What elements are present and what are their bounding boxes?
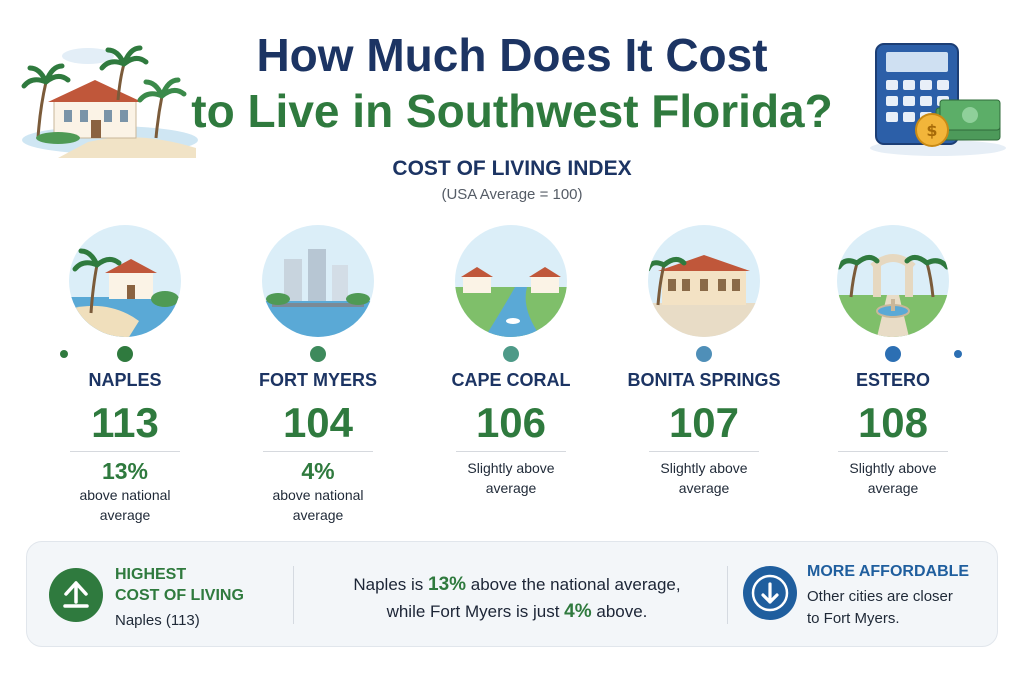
city-name: CAPE CORAL — [451, 370, 571, 390]
city-note: above national average — [79, 487, 171, 523]
cape-coral-illustration — [455, 225, 567, 337]
city-index-value: 106 — [475, 399, 547, 446]
city-column-cape-coral: CAPE CORAL 106 Slightly above average — [411, 370, 611, 498]
timeline-marker-bonita-springs — [696, 346, 712, 362]
city-index-value: 107 — [668, 399, 740, 446]
highest-cost-detail: Naples (113) — [115, 612, 200, 629]
summary-pct-naples: 13% — [428, 574, 467, 595]
beach-villa-illustration — [18, 38, 198, 158]
arrow-down-icon — [743, 566, 797, 620]
bonita-springs-illustration — [648, 225, 760, 337]
index-subtitle: (USA Average = 100) — [441, 186, 583, 203]
city-name: FORT MYERS — [258, 370, 377, 390]
summary-line-1: Naples is 13% above the national average… — [307, 571, 727, 598]
city-column-fort-myers: FORT MYERS 104 4% above national average — [218, 370, 418, 525]
city-index-value: 104 — [282, 399, 354, 446]
more-affordable-detail: Other cities are closer to Fort Myers. — [807, 586, 953, 630]
city-name: BONITA SPRINGS — [627, 370, 781, 390]
highest-title-line-1: HIGHEST — [115, 566, 187, 583]
summary-line-2: while Fort Myers is just 4% above. — [307, 598, 727, 625]
highest-title-line-2: COST OF LIVING — [115, 587, 244, 604]
main-title-line-1: How Much Does It Cost — [256, 29, 768, 81]
city-name: ESTERO — [855, 370, 930, 390]
city-index-value: 113 — [91, 399, 159, 446]
city-note: above national average — [272, 487, 364, 523]
timeline — [60, 346, 962, 362]
estero-illustration — [837, 225, 949, 337]
affordable-line-1: Other cities are closer — [807, 588, 953, 605]
summary-pct-fort-myers: 4% — [564, 601, 592, 622]
timeline-marker-estero — [885, 346, 901, 362]
city-percent: 4% — [301, 458, 335, 484]
city-note: Slightly above average — [467, 460, 555, 496]
main-title-line-2: to Live in Southwest Florida? — [191, 85, 833, 137]
panel-divider-left — [293, 566, 294, 624]
city-separator — [649, 451, 759, 452]
fort-myers-illustration — [262, 225, 374, 337]
city-separator — [838, 451, 948, 452]
city-note: Slightly above average — [660, 460, 748, 496]
summary-statement: Naples is 13% above the national average… — [307, 571, 727, 625]
city-separator — [456, 451, 566, 452]
city-percent: 13% — [101, 458, 149, 484]
summary-panel: HIGHEST COST OF LIVING Naples (113) Napl… — [26, 541, 998, 647]
naples-illustration — [69, 225, 181, 337]
arrow-up-icon — [49, 568, 103, 622]
summary-text-2: above the national average, — [466, 575, 681, 594]
svg-text:$: $ — [926, 121, 937, 140]
city-name: NAPLES — [88, 370, 162, 390]
affordable-line-2: to Fort Myers. — [807, 610, 900, 627]
timeline-start-dot — [60, 350, 68, 358]
city-separator — [263, 451, 373, 452]
index-title: COST OF LIVING INDEX — [392, 157, 632, 180]
highest-cost-title: HIGHEST COST OF LIVING — [115, 564, 244, 606]
calculator-money-illustration: $ — [860, 38, 1010, 158]
timeline-marker-naples — [117, 346, 133, 362]
summary-text-3: while Fort Myers is just — [386, 602, 565, 621]
city-separator — [70, 451, 180, 452]
city-note: Slightly above average — [849, 460, 937, 496]
city-column-naples: NAPLES 113 13% above national average — [25, 370, 225, 525]
timeline-marker-cape-coral — [503, 346, 519, 362]
city-column-bonita-springs: BONITA SPRINGS 107 Slightly above average — [604, 370, 804, 498]
more-affordable-title: MORE AFFORDABLE — [807, 563, 970, 580]
panel-divider-right — [727, 566, 728, 624]
timeline-end-dot — [954, 350, 962, 358]
city-index-value: 108 — [857, 399, 929, 446]
summary-text-1: Naples is — [353, 575, 429, 594]
summary-text-4: above. — [591, 602, 648, 621]
city-column-estero: ESTERO 108 Slightly above average — [793, 370, 993, 498]
timeline-marker-fort-myers — [310, 346, 326, 362]
